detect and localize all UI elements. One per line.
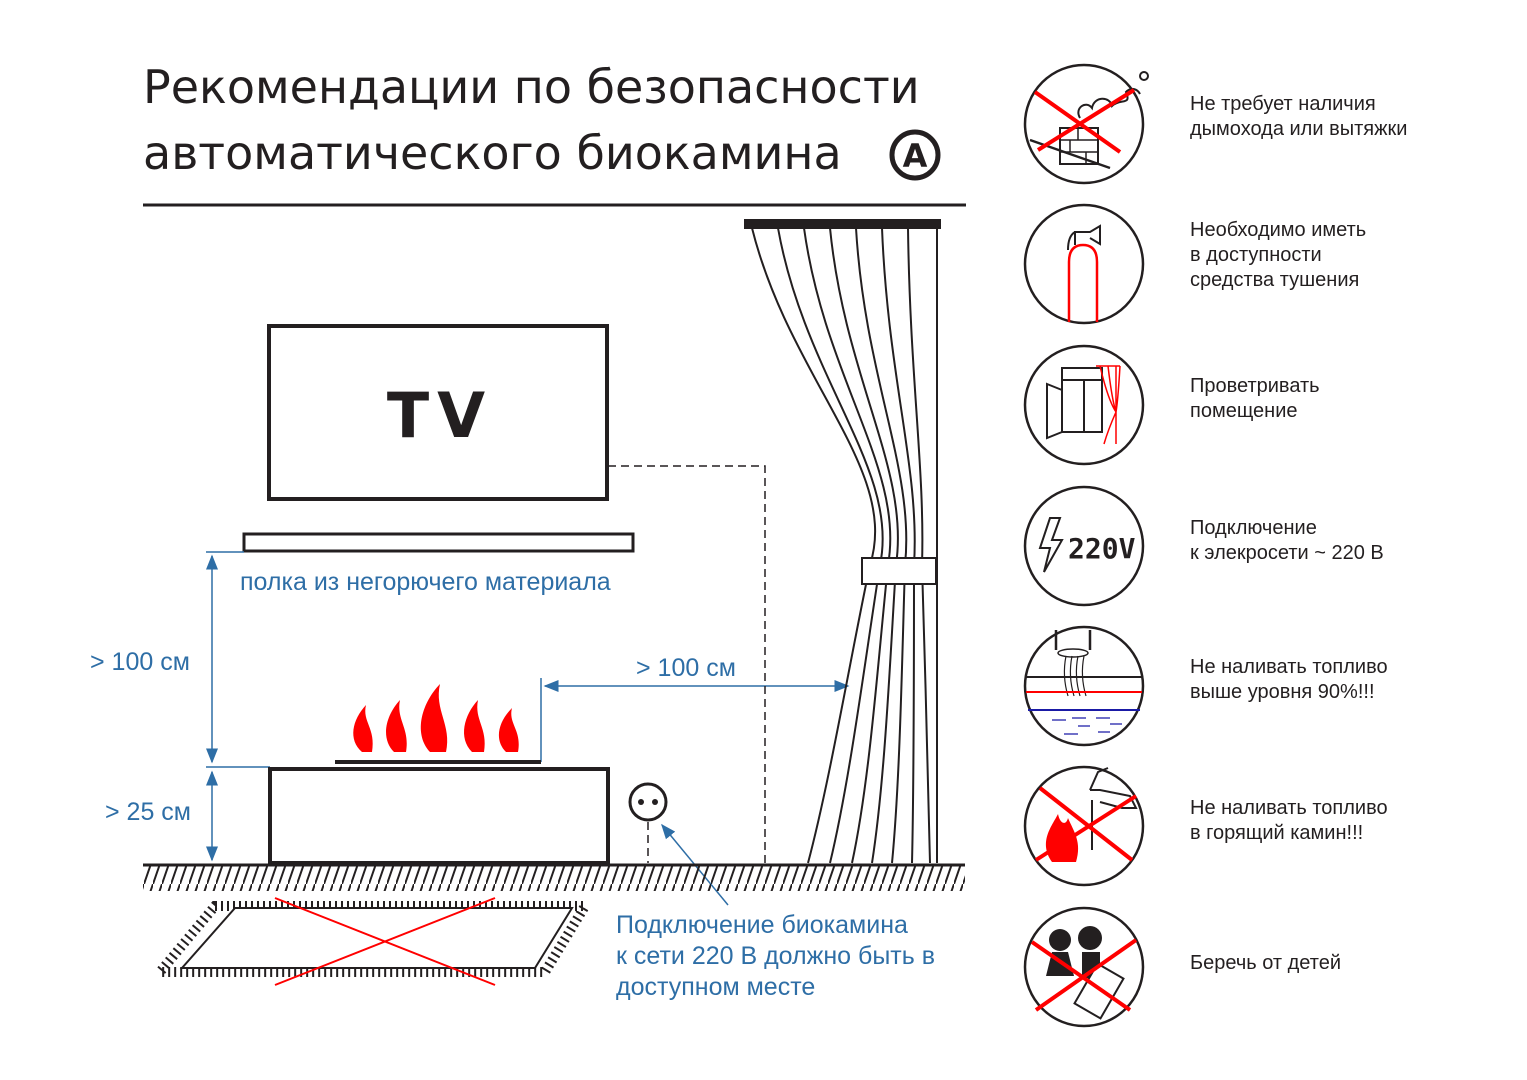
dimension-lines bbox=[206, 551, 850, 906]
voltage-220v-icon: 220V bbox=[1023, 485, 1145, 607]
floor-height-label: > 25 см bbox=[105, 798, 191, 826]
fire-extinguisher-icon bbox=[1023, 203, 1145, 325]
badge-a-icon: A bbox=[889, 129, 941, 181]
flames bbox=[353, 684, 519, 752]
flame bbox=[386, 700, 407, 752]
flame bbox=[498, 708, 519, 752]
socket-note-line: к сети 220 В должно быть в bbox=[616, 942, 935, 970]
svg-text:A: A bbox=[903, 137, 928, 175]
socket-note-line: доступном месте bbox=[616, 973, 816, 1001]
shelf-label: полка из негорючего материала bbox=[240, 568, 611, 596]
tip-children: Беречь от детей bbox=[1190, 952, 1341, 974]
title-line-1: Рекомендации по безопасности bbox=[143, 60, 920, 114]
socket-note-line: Подключение биокамина bbox=[616, 911, 908, 939]
flame bbox=[420, 684, 448, 752]
flame bbox=[464, 700, 485, 752]
power-socket-icon bbox=[628, 782, 668, 822]
keep-from-children-icon bbox=[1023, 906, 1145, 1028]
curtain bbox=[744, 219, 941, 864]
shelf bbox=[242, 532, 635, 553]
open-window-icon bbox=[1023, 344, 1145, 466]
socket-note: Подключение биокамина к сети 220 В должн… bbox=[616, 910, 935, 1003]
no-chimney-icon bbox=[1023, 63, 1149, 185]
shelf-height-label: > 100 см bbox=[90, 648, 190, 676]
tip-ventilate: Проветривать помещение bbox=[1190, 375, 1320, 422]
floor bbox=[143, 863, 965, 891]
title-line-2: автоматического биокамина bbox=[143, 126, 842, 180]
biofireplace bbox=[268, 767, 610, 865]
tv: TV bbox=[267, 324, 609, 501]
tip-no-chimney: Не требует наличия дымохода или вытяжки bbox=[1190, 93, 1408, 140]
tip-fuel-level: Не наливать топливо выше уровня 90%!!! bbox=[1190, 656, 1388, 703]
svg-text:TV: TV bbox=[387, 379, 493, 452]
tip-extinguisher: Необходимо иметь в доступности средства ту… bbox=[1190, 219, 1367, 291]
tip-220v: Подключение к элекросети ~ 220 В bbox=[1190, 517, 1384, 564]
tip-no-refuel-burning: Не наливать топливо в горящий камин!!! bbox=[1190, 797, 1388, 844]
curtain-distance-label: > 100 см bbox=[636, 654, 736, 682]
svg-text:220V: 220V bbox=[1068, 532, 1136, 565]
fuel-level-icon bbox=[1023, 625, 1145, 747]
rug-prohibited-icon bbox=[149, 897, 594, 986]
no-refuel-burning-icon bbox=[1023, 765, 1145, 887]
flame bbox=[353, 705, 373, 752]
